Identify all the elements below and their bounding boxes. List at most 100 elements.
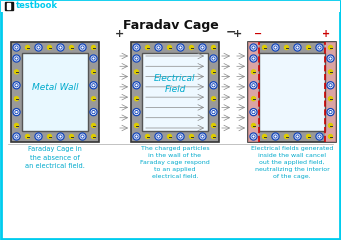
Text: Electrical fields generated
inside the wall cancel
out the applied field,
neutra: Electrical fields generated inside the w…: [251, 146, 333, 179]
Bar: [248, 42, 259, 142]
Circle shape: [210, 82, 217, 89]
Circle shape: [263, 134, 267, 138]
Bar: [6, 2, 10, 9]
Circle shape: [91, 70, 95, 74]
Circle shape: [250, 44, 257, 51]
Circle shape: [80, 45, 85, 50]
Circle shape: [91, 124, 95, 127]
Circle shape: [16, 58, 17, 59]
Circle shape: [15, 46, 18, 49]
Circle shape: [91, 110, 96, 114]
Circle shape: [252, 57, 255, 60]
Circle shape: [90, 55, 97, 62]
Circle shape: [212, 57, 215, 60]
Circle shape: [90, 108, 97, 116]
Circle shape: [133, 82, 140, 89]
Circle shape: [180, 47, 181, 48]
Circle shape: [91, 56, 96, 61]
Circle shape: [213, 85, 214, 86]
Bar: [142, 53, 208, 131]
Circle shape: [13, 82, 20, 89]
Circle shape: [91, 97, 95, 101]
Bar: [325, 42, 336, 142]
Circle shape: [327, 108, 334, 116]
Circle shape: [35, 44, 42, 51]
Bar: [248, 42, 336, 142]
Circle shape: [13, 44, 20, 51]
Circle shape: [35, 133, 42, 140]
Circle shape: [14, 110, 19, 114]
Circle shape: [180, 136, 181, 137]
Circle shape: [91, 83, 96, 88]
Circle shape: [134, 134, 139, 139]
Circle shape: [284, 134, 288, 138]
Circle shape: [93, 112, 94, 113]
Circle shape: [16, 47, 17, 48]
Circle shape: [250, 55, 257, 62]
Circle shape: [210, 108, 217, 116]
Circle shape: [294, 133, 301, 140]
Circle shape: [210, 55, 217, 62]
Circle shape: [93, 85, 94, 86]
Circle shape: [156, 45, 161, 50]
Circle shape: [202, 47, 203, 48]
Circle shape: [155, 133, 162, 140]
Circle shape: [253, 58, 254, 59]
Circle shape: [79, 133, 86, 140]
Circle shape: [179, 46, 182, 49]
Text: +: +: [233, 29, 243, 39]
Circle shape: [47, 46, 51, 49]
Circle shape: [329, 57, 332, 60]
Circle shape: [250, 108, 257, 116]
Circle shape: [37, 135, 40, 138]
Circle shape: [296, 46, 299, 49]
Circle shape: [251, 83, 256, 88]
Circle shape: [79, 44, 86, 51]
Bar: [22, 53, 88, 131]
Circle shape: [177, 133, 184, 140]
Circle shape: [58, 134, 63, 139]
Circle shape: [307, 134, 311, 138]
Bar: [11, 42, 99, 142]
Circle shape: [14, 134, 19, 139]
Circle shape: [250, 82, 257, 89]
Circle shape: [273, 45, 278, 50]
Circle shape: [80, 134, 85, 139]
Circle shape: [36, 134, 41, 139]
Circle shape: [294, 44, 301, 51]
Circle shape: [200, 45, 205, 50]
Text: −: −: [254, 29, 262, 39]
Circle shape: [330, 58, 331, 59]
Circle shape: [157, 135, 160, 138]
Circle shape: [92, 111, 95, 114]
Circle shape: [134, 97, 138, 101]
Text: Metal Wall: Metal Wall: [32, 83, 78, 91]
Circle shape: [211, 124, 216, 127]
Circle shape: [211, 46, 216, 49]
Circle shape: [329, 111, 332, 114]
Circle shape: [135, 135, 138, 138]
Circle shape: [213, 58, 214, 59]
Circle shape: [91, 46, 95, 49]
Circle shape: [15, 84, 18, 87]
Circle shape: [134, 124, 138, 127]
Circle shape: [319, 136, 320, 137]
Circle shape: [37, 46, 40, 49]
Circle shape: [133, 108, 140, 116]
Circle shape: [253, 112, 254, 113]
Circle shape: [90, 82, 97, 89]
Circle shape: [201, 46, 204, 49]
Circle shape: [202, 136, 203, 137]
Circle shape: [253, 47, 254, 48]
Circle shape: [92, 84, 95, 87]
Circle shape: [16, 85, 17, 86]
Circle shape: [274, 135, 277, 138]
Circle shape: [133, 44, 140, 51]
Circle shape: [14, 83, 19, 88]
Circle shape: [212, 111, 215, 114]
Circle shape: [327, 82, 334, 89]
Circle shape: [135, 84, 138, 87]
Circle shape: [13, 108, 20, 116]
Circle shape: [316, 44, 323, 51]
Circle shape: [15, 97, 18, 101]
